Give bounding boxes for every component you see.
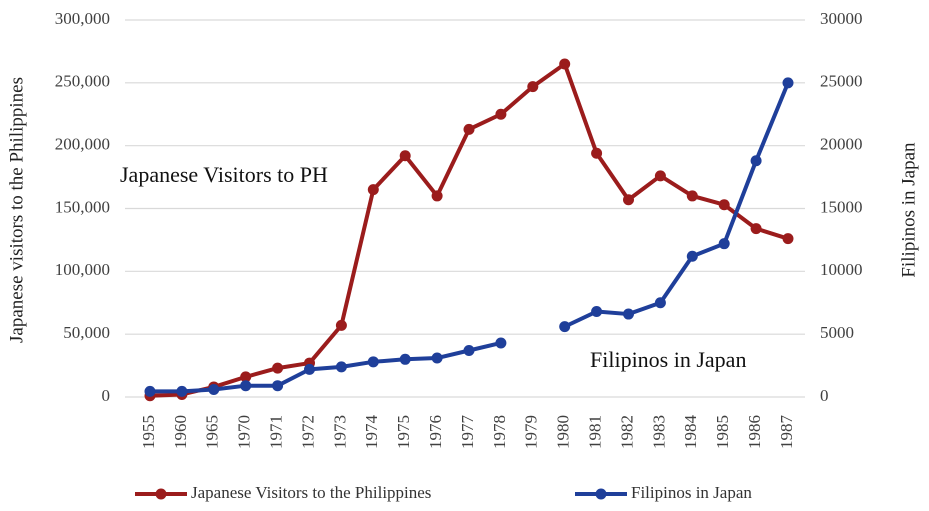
data-point bbox=[686, 190, 698, 202]
legend-swatch bbox=[595, 488, 607, 500]
data-point bbox=[782, 77, 794, 89]
y-tick-label: 250,000 bbox=[55, 72, 110, 91]
data-point bbox=[495, 108, 507, 120]
x-tick-label: 1971 bbox=[267, 415, 286, 449]
y2-tick-label: 25000 bbox=[820, 72, 863, 91]
data-point bbox=[559, 321, 571, 333]
data-point bbox=[495, 337, 507, 349]
x-tick-label: 1972 bbox=[298, 415, 317, 449]
x-tick-label: 1979 bbox=[522, 415, 541, 449]
data-point bbox=[272, 362, 284, 374]
y-axis-title: Japanese visitors to the Philippines bbox=[6, 77, 27, 343]
data-point bbox=[750, 155, 762, 167]
data-point bbox=[399, 150, 411, 162]
x-tick-label: 1955 bbox=[139, 415, 158, 449]
annotation: Japanese Visitors to PH bbox=[120, 162, 328, 187]
x-tick-label: 1985 bbox=[713, 415, 732, 449]
y-tick-label: 200,000 bbox=[55, 135, 110, 154]
data-point bbox=[591, 147, 603, 159]
legend-swatch bbox=[155, 488, 167, 500]
y2-tick-label: 0 bbox=[820, 386, 829, 405]
legend-label: Filipinos in Japan bbox=[631, 483, 752, 502]
data-point bbox=[240, 380, 252, 392]
data-point bbox=[240, 371, 252, 383]
y-tick-label: 50,000 bbox=[63, 323, 110, 342]
y2-tick-label: 30000 bbox=[820, 9, 863, 28]
x-tick-label: 1986 bbox=[745, 415, 764, 449]
data-point bbox=[399, 353, 411, 365]
x-tick-label: 1978 bbox=[490, 415, 509, 449]
data-point bbox=[367, 356, 379, 368]
data-point bbox=[431, 352, 443, 364]
x-tick-label: 1980 bbox=[554, 415, 573, 449]
x-tick-label: 1987 bbox=[777, 415, 796, 450]
data-point bbox=[431, 190, 443, 202]
y2-tick-label: 10000 bbox=[820, 260, 863, 279]
data-point bbox=[782, 233, 794, 245]
data-point bbox=[654, 297, 666, 309]
x-tick-label: 1983 bbox=[649, 415, 668, 449]
annotation: Filipinos in Japan bbox=[590, 347, 746, 372]
x-tick-label: 1982 bbox=[617, 415, 636, 449]
x-tick-label: 1984 bbox=[681, 415, 700, 450]
data-point bbox=[559, 58, 571, 70]
data-point bbox=[367, 184, 379, 196]
y-tick-label: 300,000 bbox=[55, 9, 110, 28]
data-point bbox=[591, 306, 603, 318]
x-tick-label: 1960 bbox=[171, 415, 190, 449]
data-point bbox=[335, 319, 347, 331]
data-point bbox=[463, 345, 475, 357]
legend-label: Japanese Visitors to the Philippines bbox=[191, 483, 431, 502]
data-point bbox=[623, 194, 634, 206]
data-point bbox=[272, 380, 284, 392]
y-tick-label: 150,000 bbox=[55, 197, 110, 216]
x-tick-label: 1970 bbox=[235, 415, 254, 449]
data-point bbox=[623, 308, 634, 320]
y2-tick-label: 15000 bbox=[820, 197, 863, 216]
data-point bbox=[527, 81, 539, 93]
y2-axis-title: Filipinos in Japan bbox=[898, 142, 919, 278]
y2-tick-label: 5000 bbox=[820, 323, 854, 342]
x-tick-label: 1973 bbox=[330, 415, 349, 449]
data-point bbox=[176, 385, 188, 397]
x-tick-label: 1965 bbox=[203, 415, 222, 449]
data-point bbox=[335, 361, 347, 373]
data-point bbox=[144, 385, 156, 397]
x-tick-label: 1975 bbox=[394, 415, 413, 449]
data-point bbox=[304, 363, 315, 375]
data-point bbox=[463, 123, 475, 135]
data-point bbox=[208, 383, 220, 395]
y-tick-label: 100,000 bbox=[55, 260, 110, 279]
x-tick-label: 1976 bbox=[426, 415, 445, 449]
data-point bbox=[718, 238, 730, 250]
x-tick-label: 1977 bbox=[458, 415, 477, 450]
x-tick-label: 1981 bbox=[586, 415, 605, 449]
data-point bbox=[686, 250, 698, 262]
y2-tick-label: 20000 bbox=[820, 135, 863, 154]
y-tick-label: 0 bbox=[102, 386, 111, 405]
data-point bbox=[750, 223, 762, 235]
data-point bbox=[718, 199, 730, 211]
x-tick-label: 1974 bbox=[362, 415, 381, 450]
data-point bbox=[654, 170, 666, 182]
